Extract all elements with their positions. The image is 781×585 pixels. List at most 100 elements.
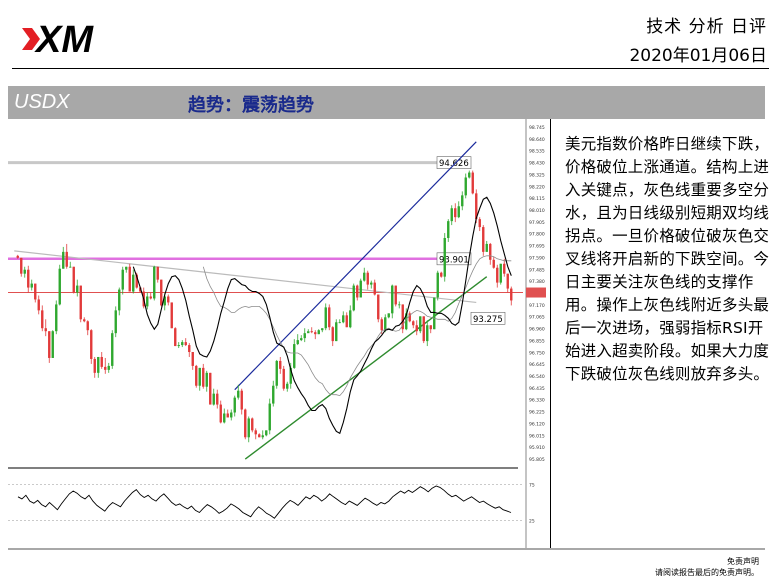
candle-body [233,397,236,413]
candle-body [429,325,432,330]
price-tick-label: 96.645 [529,362,545,368]
candle-body [506,273,509,289]
footer-divider [8,548,765,550]
candle-body [198,367,201,386]
candle-body [475,193,478,220]
candle-body [226,413,229,418]
candle-body [377,294,380,320]
candle-body [303,333,306,339]
disclaimer-title: 免责声明 [727,557,759,566]
candle-body [37,299,40,311]
candle-body [394,285,397,305]
price-tick-label: 95.910 [529,445,545,451]
price-tick-label: 97.590 [529,255,545,261]
candle-body [485,243,488,252]
price-tick-label: 96.120 [529,421,545,427]
disclaimer: 免责声明 请阅读报告最后的免责声明。 [655,556,759,578]
candle-body [125,266,128,270]
candle-body [170,302,173,329]
candle-body [86,321,89,331]
price-tick-label: 96.750 [529,350,545,356]
candle-body [363,272,366,281]
candle-body [258,434,261,438]
candle-body [398,304,401,306]
price-tick-label: 98.325 [529,172,545,178]
candle-body [461,195,464,207]
price-tick-label: 97.695 [529,244,545,250]
gray-trendline [14,250,477,304]
candle-body [58,268,61,305]
candle-body [293,344,296,368]
candle-body [436,272,439,298]
candle-body [216,393,219,405]
candle-body [370,282,373,285]
column-divider [550,119,551,549]
candle-body [510,288,513,301]
candle-body [356,285,359,298]
trend-label: 趋势：震荡趋势 [188,95,314,116]
candle-body [359,280,362,298]
candle-body [492,259,495,268]
candle-body [282,368,285,389]
slow-moving-average [202,255,512,397]
candle-body [223,413,226,423]
current-price-marker [526,287,546,298]
symbol-label: USDX [14,91,70,113]
candle-body [345,315,348,328]
price-tick-label: 95.805 [529,457,545,463]
candle-body [384,317,387,331]
price-tag-box [470,312,506,325]
candle-body [135,274,138,288]
candle-body [457,206,460,218]
price-tick-label: 97.380 [529,279,545,285]
price-tick-label: 97.170 [529,303,545,309]
price-tick-label: 98.220 [529,184,545,190]
candle-body [314,332,317,335]
candle-body [447,221,450,238]
price-tick-label: 96.435 [529,386,545,392]
candle-body [30,283,33,288]
candle-body [464,177,467,196]
candle-body [83,319,86,322]
candle-body [251,418,254,431]
price-tick-label: 98.745 [529,125,545,131]
price-tag-label: 93.275 [473,315,503,325]
logo-text: XM [34,19,94,60]
candle-body [237,390,240,398]
candle-body [55,304,58,332]
fast-moving-average [132,196,512,435]
candle-body [419,316,422,332]
disclaimer-note: 请阅读报告最后的免责声明。 [655,568,759,577]
candle-body [195,365,198,386]
candle-body [97,356,100,373]
candle-body [146,296,149,307]
candle-body [296,340,299,345]
candle-body [265,430,268,436]
candle-body [499,263,502,283]
report-header: 技术 分析 日评 2020年01月06日 [629,12,767,66]
candle-body [41,310,44,329]
price-tick-label: 96.960 [529,327,545,333]
candle-body [321,328,324,331]
candle-body [34,283,37,300]
candle-body [79,285,82,320]
level-tag-box [436,156,472,169]
candle-body [156,266,159,280]
candle-body [482,227,485,252]
candle-body [27,269,30,288]
candle-body [90,330,93,359]
rsi-tick-label: 75 [529,483,535,489]
candle-body [69,266,72,268]
candle-body [191,352,194,366]
candle-body [244,409,247,438]
candle-body [163,296,166,306]
lower-channel-line [244,276,488,460]
candle-body [93,358,96,373]
candle-body [254,430,257,435]
candle-body [450,208,453,222]
candle-body [352,285,355,311]
logo-accent-mark [22,28,40,50]
candle-body [118,289,121,311]
candle-body [188,345,191,353]
candle-body [286,383,289,389]
